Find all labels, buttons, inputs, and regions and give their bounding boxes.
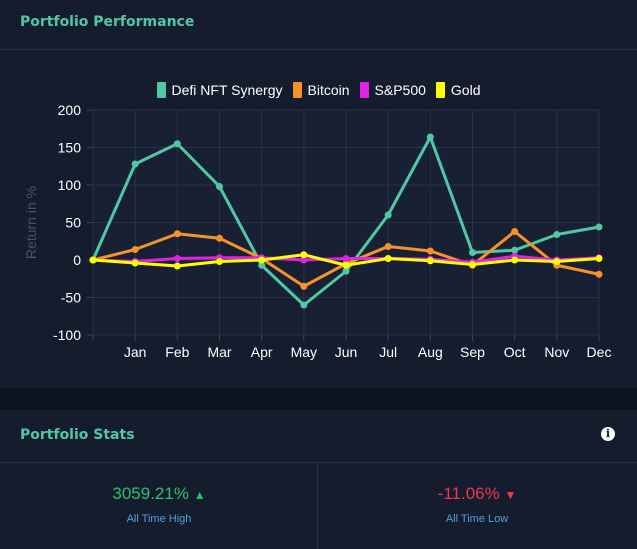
down-arrow-icon: ▼ bbox=[504, 488, 517, 502]
data-point-s-p500 bbox=[300, 256, 308, 264]
data-point-defi-nft-synergy bbox=[384, 211, 392, 219]
legend-item-s-p500[interactable]: S&P500 bbox=[359, 82, 426, 98]
chart-legend: Defi NFT Synergy Bitcoin S&P500 Gold bbox=[0, 82, 637, 101]
legend-swatch bbox=[156, 82, 166, 98]
x-tick-label: Nov bbox=[544, 344, 569, 360]
data-point-gold bbox=[342, 261, 350, 269]
all-time-high-number: 3059.21% bbox=[112, 484, 189, 503]
data-point-bitcoin bbox=[300, 282, 308, 290]
data-point-bitcoin bbox=[216, 234, 223, 242]
data-point-bitcoin bbox=[595, 270, 603, 278]
y-tick-label: 150 bbox=[58, 140, 82, 156]
performance-chart: -100 -50 0 50 100 150 200 Jan Feb Mar Apr May Jun Jul… bbox=[23, 102, 612, 360]
legend-label: Defi NFT Synergy bbox=[171, 82, 283, 98]
data-point-gold bbox=[595, 255, 603, 262]
performance-header: Portfolio Performance bbox=[0, 0, 637, 50]
stats-title: Portfolio Stats bbox=[20, 427, 135, 443]
data-point-gold bbox=[216, 258, 223, 265]
performance-title: Portfolio Performance bbox=[20, 14, 195, 30]
legend-swatch bbox=[435, 82, 445, 98]
data-point-gold bbox=[300, 251, 308, 259]
data-point-bitcoin bbox=[384, 243, 392, 250]
data-point-defi-nft-synergy bbox=[131, 160, 139, 168]
y-tick-label: -50 bbox=[61, 290, 81, 306]
data-point-gold bbox=[426, 257, 434, 265]
data-point-gold bbox=[258, 256, 266, 264]
data-point-defi-nft-synergy bbox=[216, 183, 223, 190]
data-point-s-p500 bbox=[173, 255, 181, 262]
legend-label: Gold bbox=[450, 82, 481, 98]
x-tick-label: Dec bbox=[587, 344, 612, 360]
y-tick-label: 200 bbox=[58, 102, 82, 118]
data-point-gold bbox=[553, 258, 561, 265]
all-time-high-stat: 3059.21% ▲ All Time High bbox=[0, 463, 318, 549]
data-point-defi-nft-synergy bbox=[469, 249, 476, 256]
x-tick-label: Jul bbox=[379, 344, 397, 360]
data-point-defi-nft-synergy bbox=[511, 246, 519, 254]
data-point-defi-nft-synergy bbox=[426, 133, 434, 141]
data-point-defi-nft-synergy bbox=[173, 140, 181, 148]
all-time-high-label: All Time High bbox=[126, 513, 192, 525]
y-tick-label: 100 bbox=[58, 177, 82, 193]
up-arrow-icon: ▲ bbox=[193, 488, 206, 502]
x-tick-label: Oct bbox=[504, 344, 526, 360]
x-tick-label: Jun bbox=[335, 344, 358, 360]
data-point-gold bbox=[173, 262, 181, 270]
all-time-low-value: -11.06% ▼ bbox=[318, 484, 636, 504]
info-icon[interactable]: i bbox=[601, 427, 615, 441]
x-tick-label: Aug bbox=[418, 344, 443, 360]
y-tick-label: -100 bbox=[53, 327, 81, 343]
legend-label: Bitcoin bbox=[307, 82, 350, 98]
data-point-gold bbox=[511, 256, 519, 264]
legend-item-bitcoin[interactable]: Bitcoin bbox=[292, 82, 350, 98]
stats-divider bbox=[317, 463, 318, 549]
all-time-high-value: 3059.21% ▲ bbox=[0, 484, 318, 504]
data-point-s-p500 bbox=[342, 255, 350, 262]
legend-item-defi-nft-synergy[interactable]: Defi NFT Synergy bbox=[156, 82, 283, 98]
portfolio-stats-card: Portfolio Stats i 3059.21% ▲ All Time Hi… bbox=[0, 410, 637, 549]
data-point-defi-nft-synergy bbox=[595, 223, 603, 231]
data-point-gold bbox=[469, 261, 476, 268]
portfolio-performance-card: Portfolio Performance Defi NFT Synergy Bi… bbox=[0, 0, 637, 388]
data-point-defi-nft-synergy bbox=[258, 261, 266, 269]
data-point-bitcoin bbox=[511, 228, 519, 235]
data-point-bitcoin bbox=[426, 247, 434, 255]
x-tick-label: Feb bbox=[165, 344, 189, 360]
data-point-gold bbox=[89, 256, 97, 264]
data-point-gold bbox=[384, 255, 392, 262]
x-tick-label: Mar bbox=[207, 344, 231, 360]
all-time-low-stat: -11.06% ▼ All Time Low bbox=[318, 463, 636, 549]
all-time-low-label: All Time Low bbox=[445, 513, 509, 525]
stats-header: Portfolio Stats i bbox=[0, 410, 637, 463]
x-tick-label: May bbox=[291, 344, 317, 360]
y-tick-label: 50 bbox=[65, 215, 81, 231]
x-tick-label: Sep bbox=[460, 344, 485, 360]
legend-swatch bbox=[292, 82, 302, 98]
data-point-defi-nft-synergy bbox=[300, 301, 308, 309]
data-point-bitcoin bbox=[173, 230, 181, 238]
data-point-defi-nft-synergy bbox=[553, 231, 561, 238]
y-axis-label: Return in % bbox=[23, 186, 39, 259]
data-point-bitcoin bbox=[131, 246, 139, 253]
y-tick-label: 0 bbox=[73, 252, 81, 268]
legend-swatch bbox=[359, 82, 369, 98]
legend-label: S&P500 bbox=[374, 82, 426, 98]
data-point-gold bbox=[131, 259, 139, 267]
all-time-low-number: -11.06% bbox=[437, 484, 500, 503]
x-tick-label: Apr bbox=[251, 344, 273, 360]
x-tick-label: Jan bbox=[124, 344, 147, 360]
data-point-defi-nft-synergy bbox=[342, 267, 350, 275]
legend-item-gold[interactable]: Gold bbox=[435, 82, 481, 98]
